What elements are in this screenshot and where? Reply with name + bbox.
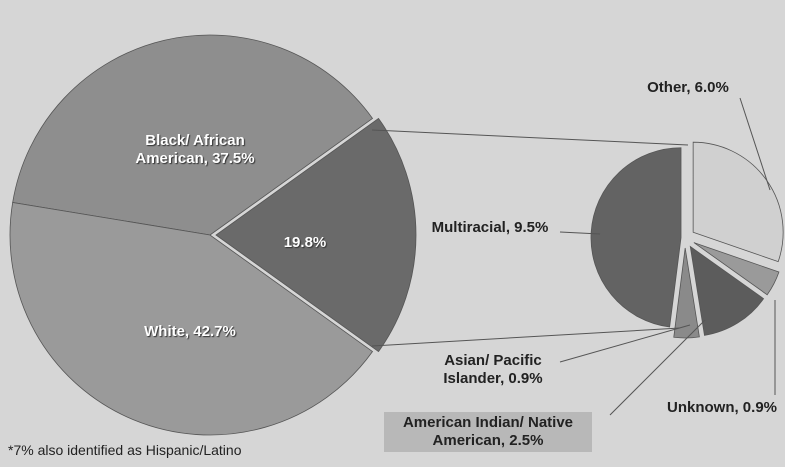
data-label: Other, 6.0% — [647, 79, 729, 96]
data-label: White, 42.7% — [144, 323, 236, 340]
pie-slice — [692, 141, 784, 263]
pie-slice — [12, 34, 374, 236]
data-label: Asian/ Pacific Islander, 0.9% — [443, 352, 543, 387]
data-label: Multiracial, 9.5% — [431, 219, 549, 236]
connector-line — [371, 129, 689, 146]
leader-line — [559, 231, 601, 235]
leader-lines — [371, 97, 776, 416]
pie-slice — [590, 147, 682, 328]
pie-slice — [689, 245, 765, 336]
connector-line — [371, 327, 681, 347]
leader-line — [609, 319, 706, 416]
footnote: *7% also identified as Hispanic/Latino — [8, 442, 242, 458]
leader-line — [559, 324, 691, 363]
pie-slice — [215, 117, 417, 353]
leader-line — [739, 97, 771, 191]
data-label: Black/ African American, 37.5% — [135, 132, 255, 167]
data-label: Unknown, 0.9% — [666, 399, 778, 416]
data-label: American Indian/ Native American, 2.5% — [384, 412, 592, 452]
data-label: 19.8% — [283, 234, 327, 251]
pie-slice — [9, 202, 374, 436]
pie-slice — [693, 242, 780, 296]
